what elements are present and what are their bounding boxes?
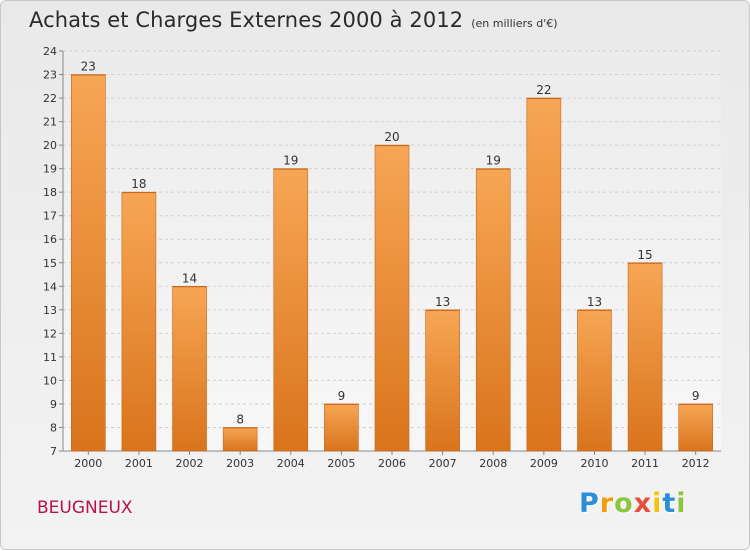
logo-letter: o — [614, 488, 634, 519]
y-tick-label: 23 — [43, 69, 57, 82]
x-tick-label: 2008 — [479, 457, 507, 470]
bar — [526, 97, 562, 452]
bar — [71, 74, 106, 452]
x-tick-label: 2009 — [530, 457, 558, 470]
y-tick-label: 18 — [43, 186, 57, 199]
bar-value-label: 8 — [236, 412, 244, 426]
bar — [273, 168, 309, 452]
chart-subtitle: (en milliers d'€) — [471, 17, 558, 30]
y-tick-label: 20 — [43, 139, 57, 152]
x-tick-label: 2003 — [226, 457, 254, 470]
bar-value-label: 19 — [283, 154, 298, 168]
x-tick-label: 2002 — [176, 457, 204, 470]
x-tick-label: 2005 — [327, 457, 355, 470]
place-name: BEUGNEUX — [37, 498, 133, 518]
y-tick-label: 24 — [43, 45, 57, 58]
y-tick-label: 15 — [43, 257, 57, 270]
x-tick-label: 2012 — [682, 457, 710, 470]
chart-title-block: Achats et Charges Externes 2000 à 2012 (e… — [29, 8, 558, 32]
bar-value-label: 23 — [81, 60, 96, 74]
bar — [678, 403, 713, 452]
bar-value-label: 15 — [637, 248, 652, 262]
y-tick-label: 17 — [43, 210, 57, 223]
bar-value-label: 18 — [131, 177, 146, 191]
bar — [324, 403, 359, 452]
x-tick-label: 2000 — [74, 457, 102, 470]
bar-value-label: 19 — [486, 154, 501, 168]
bar-value-label: 13 — [587, 295, 602, 309]
y-tick-label: 10 — [43, 374, 57, 387]
bar — [121, 191, 157, 452]
y-tick-label: 11 — [43, 351, 57, 364]
logo-letter: x — [633, 488, 653, 519]
x-tick-label: 2004 — [277, 457, 305, 470]
logo-letter: t — [662, 488, 677, 519]
y-tick-label: 19 — [43, 163, 57, 176]
y-tick-label: 12 — [43, 327, 57, 340]
bar — [627, 262, 663, 452]
x-tick-label: 2007 — [429, 457, 457, 470]
logo-letter: i — [652, 488, 663, 519]
x-tick-label: 2001 — [125, 457, 153, 470]
y-tick-label: 21 — [43, 116, 57, 129]
y-tick-label: 22 — [43, 92, 57, 105]
bar — [475, 168, 511, 452]
x-tick-label: 2011 — [631, 457, 659, 470]
bar — [425, 309, 460, 452]
bar-value-label: 14 — [182, 271, 197, 285]
proxiti-logo: Proxiti — [579, 488, 687, 519]
bar — [374, 144, 410, 452]
bar-value-label: 22 — [536, 83, 551, 97]
y-tick-label: 9 — [50, 398, 57, 411]
logo-letter: r — [599, 488, 615, 519]
y-tick-label: 8 — [50, 421, 57, 434]
y-tick-label: 14 — [43, 280, 57, 293]
bar-value-label: 9 — [692, 389, 700, 403]
chart-title: Achats et Charges Externes 2000 à 2012 — [29, 8, 464, 32]
bar-value-label: 9 — [338, 389, 346, 403]
bar — [222, 427, 258, 452]
bar-value-label: 13 — [435, 295, 450, 309]
logo-letter: i — [676, 488, 687, 519]
bar — [577, 309, 612, 452]
y-tick-label: 16 — [43, 233, 57, 246]
x-tick-label: 2006 — [378, 457, 406, 470]
y-tick-label: 13 — [43, 304, 57, 317]
logo-letter: P — [579, 488, 600, 519]
bar — [172, 285, 207, 452]
y-tick-label: 7 — [50, 445, 57, 458]
bar-value-label: 20 — [384, 130, 399, 144]
x-tick-label: 2010 — [580, 457, 608, 470]
